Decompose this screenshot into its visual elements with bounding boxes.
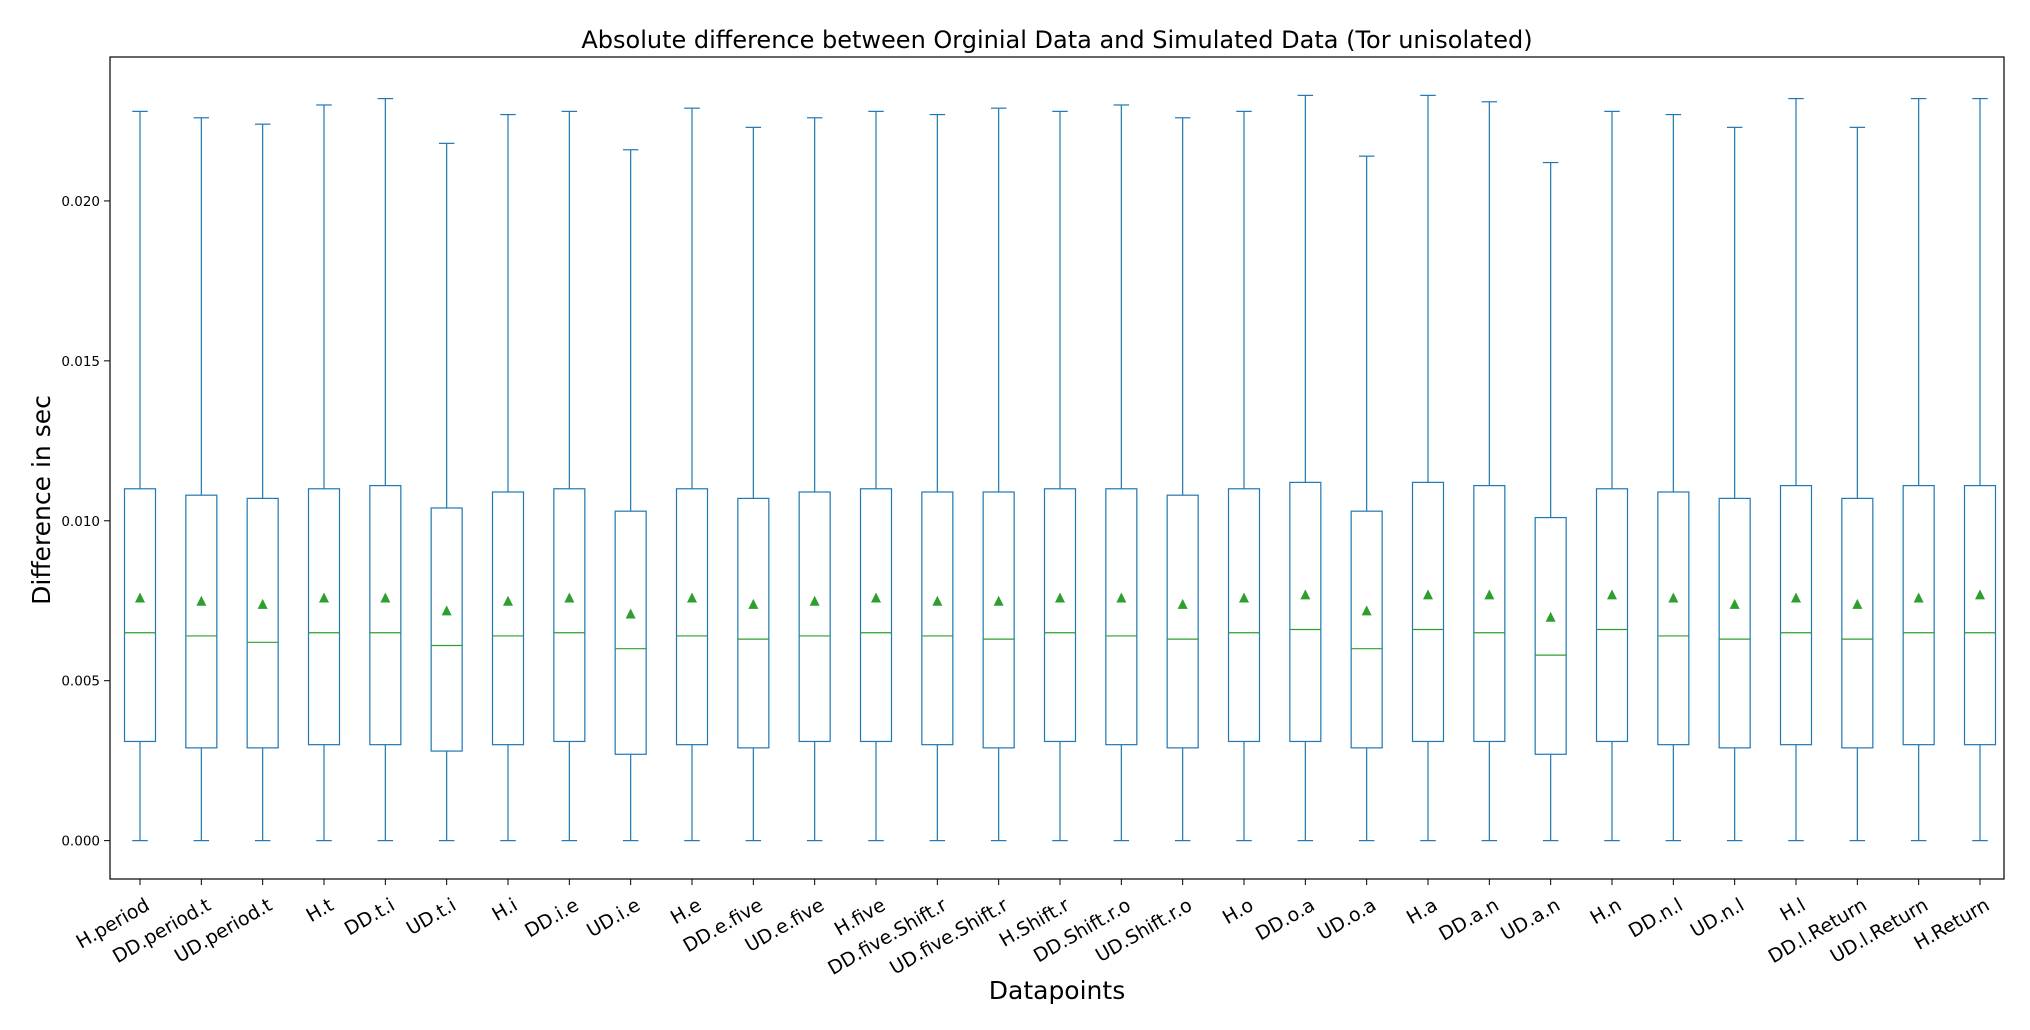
- box-iqr: [246, 497, 279, 749]
- x-tick-label: H.o: [1219, 894, 1257, 929]
- mean-marker: [932, 595, 943, 606]
- mean-marker: [1361, 605, 1372, 616]
- mean-marker: [1852, 598, 1863, 609]
- box-iqr: [1166, 494, 1199, 749]
- y-tick-label: 0.015: [61, 354, 100, 370]
- mean-marker: [135, 592, 145, 603]
- x-tick-label: H.e: [667, 894, 705, 929]
- mean-marker: [319, 592, 329, 603]
- box-iqr: [1473, 484, 1506, 743]
- x-tick-label: H.l: [1776, 894, 1809, 926]
- chart-title: Absolute difference between Orginial Dat…: [581, 26, 1532, 54]
- mean-marker: [441, 605, 452, 616]
- box-iqr: [1718, 497, 1751, 749]
- box-iqr: [1779, 484, 1813, 746]
- box-iqr: [1841, 497, 1874, 749]
- x-tick-label: H.t: [303, 894, 338, 927]
- box-iqr: [1411, 481, 1445, 743]
- x-tick-label: UD.t.i: [403, 894, 460, 940]
- box-iqr: [982, 491, 1015, 749]
- box-iqr: [307, 488, 341, 746]
- box-iqr: [1902, 484, 1935, 746]
- y-tick-label: 0.005: [61, 674, 100, 690]
- mean-marker: [1116, 592, 1127, 603]
- box-iqr: [369, 484, 402, 746]
- box-iqr: [185, 494, 218, 749]
- mean-marker: [257, 598, 268, 609]
- x-tick-label: DD.n.l: [1625, 894, 1687, 942]
- box-iqr: [675, 488, 709, 746]
- box-iqr: [921, 491, 954, 746]
- mean-marker: [1423, 589, 1433, 600]
- box-iqr: [1105, 488, 1138, 746]
- mean-marker: [503, 595, 513, 606]
- x-axis-label: Datapoints: [989, 976, 1125, 1005]
- box-iqr: [491, 491, 525, 746]
- mean-marker: [993, 595, 1004, 606]
- mean-marker: [1177, 598, 1188, 609]
- y-tick-label: 0.000: [61, 834, 100, 850]
- box-iqr: [1963, 484, 1997, 746]
- y-tick-label: 0.020: [61, 194, 100, 210]
- mean-marker: [1300, 589, 1311, 600]
- mean-marker: [380, 592, 391, 603]
- axes-frame: [109, 56, 2005, 880]
- box-iqr: [1350, 510, 1383, 749]
- mean-marker: [1975, 589, 1985, 600]
- box-iqr: [1657, 491, 1690, 746]
- box-iqr: [430, 507, 463, 752]
- mean-marker: [1607, 589, 1617, 600]
- mean-marker: [1484, 589, 1495, 600]
- x-tick-label: UD.a.n: [1497, 894, 1564, 945]
- mean-marker: [809, 595, 820, 606]
- mean-marker: [1729, 598, 1740, 609]
- mean-marker: [687, 592, 697, 603]
- mean-marker: [1055, 592, 1065, 603]
- x-tick-label: H.i: [488, 894, 521, 926]
- x-tick-label: H.n: [1587, 894, 1626, 929]
- box-iqr: [737, 497, 770, 749]
- mean-marker: [564, 592, 575, 603]
- y-tick-label: 0.010: [61, 514, 100, 530]
- x-tick-label: DD.t.i: [341, 894, 399, 940]
- box-iqr: [1043, 488, 1077, 743]
- mean-marker: [625, 608, 636, 619]
- mean-marker: [748, 598, 759, 609]
- box-iqr: [1534, 516, 1567, 755]
- x-tick-label: H.a: [1403, 894, 1441, 929]
- box-iqr: [553, 488, 586, 743]
- box-iqr: [859, 488, 893, 743]
- mean-marker: [1545, 611, 1556, 622]
- mean-marker: [1668, 592, 1679, 603]
- plot-area: 0.0000.0050.0100.0150.020H.periodDD.peri…: [61, 94, 1997, 980]
- mean-marker: [1239, 592, 1249, 603]
- x-tick-label: DD.a.n: [1435, 894, 1502, 946]
- x-tick-label: UD.i.e: [583, 894, 644, 942]
- mean-marker: [1791, 592, 1801, 603]
- x-tick-label: UD.o.a: [1314, 894, 1380, 945]
- x-tick-label: DD.o.a: [1252, 894, 1319, 945]
- mean-marker: [1913, 592, 1924, 603]
- box-iqr: [798, 491, 831, 743]
- box-iqr: [1595, 488, 1629, 743]
- x-tick-label: UD.n.l: [1687, 894, 1748, 942]
- y-axis-label: Difference in sec: [27, 395, 56, 605]
- mean-marker: [871, 592, 881, 603]
- x-tick-label: DD.i.e: [521, 894, 583, 942]
- box-iqr: [123, 488, 157, 743]
- box-iqr: [614, 510, 647, 755]
- mean-marker: [196, 595, 207, 606]
- box-iqr: [1227, 488, 1261, 743]
- box-iqr: [1289, 481, 1322, 743]
